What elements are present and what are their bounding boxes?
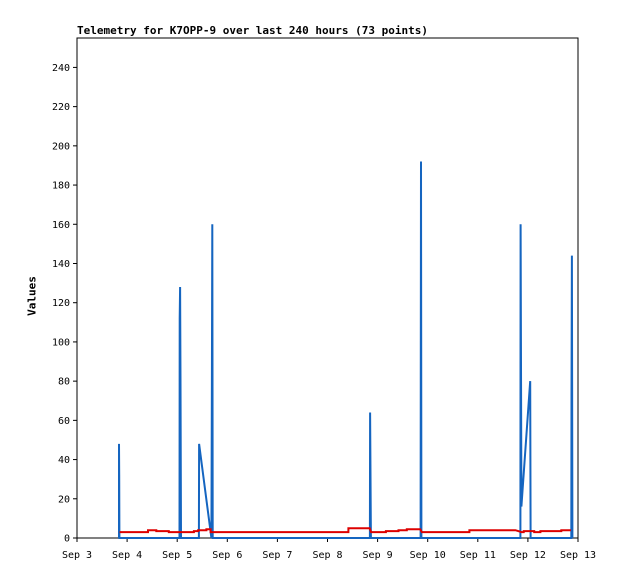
series-line-2 bbox=[119, 527, 571, 534]
x-tick-label: Sep 3 bbox=[62, 550, 92, 561]
series-line-1 bbox=[118, 161, 574, 539]
x-tick-label: Sep 10 bbox=[410, 550, 446, 561]
y-tick-label: 220 bbox=[52, 102, 70, 113]
y-tick-label: 40 bbox=[58, 455, 70, 466]
y-tick-label: 20 bbox=[58, 494, 70, 505]
x-tick-label: Sep 9 bbox=[363, 550, 393, 561]
y-tick-label: 140 bbox=[52, 259, 70, 270]
x-tick-label: Sep 7 bbox=[262, 550, 292, 561]
x-tick-label: Sep 8 bbox=[312, 550, 342, 561]
y-tick-label: 80 bbox=[58, 377, 70, 388]
x-tick-label: Sep 12 bbox=[510, 550, 546, 561]
x-tick-label: Sep 13 bbox=[560, 550, 596, 561]
y-tick-label: 180 bbox=[52, 181, 70, 192]
y-tick-label: 240 bbox=[52, 63, 70, 74]
x-tick-label: Sep 4 bbox=[112, 550, 142, 561]
y-tick-label: 120 bbox=[52, 298, 70, 309]
x-tick-label: Sep 5 bbox=[162, 550, 192, 561]
x-tick-label: Sep 11 bbox=[460, 550, 496, 561]
y-tick-label: 200 bbox=[52, 141, 70, 152]
y-tick-label: 60 bbox=[58, 416, 70, 427]
y-tick-label: 100 bbox=[52, 337, 70, 348]
y-tick-label: 0 bbox=[64, 534, 70, 545]
chart-title: Telemetry for K7OPP-9 over last 240 hour… bbox=[77, 24, 428, 37]
x-tick-label: Sep 6 bbox=[212, 550, 242, 561]
y-tick-label: 160 bbox=[52, 220, 70, 231]
plot-frame bbox=[76, 37, 579, 539]
